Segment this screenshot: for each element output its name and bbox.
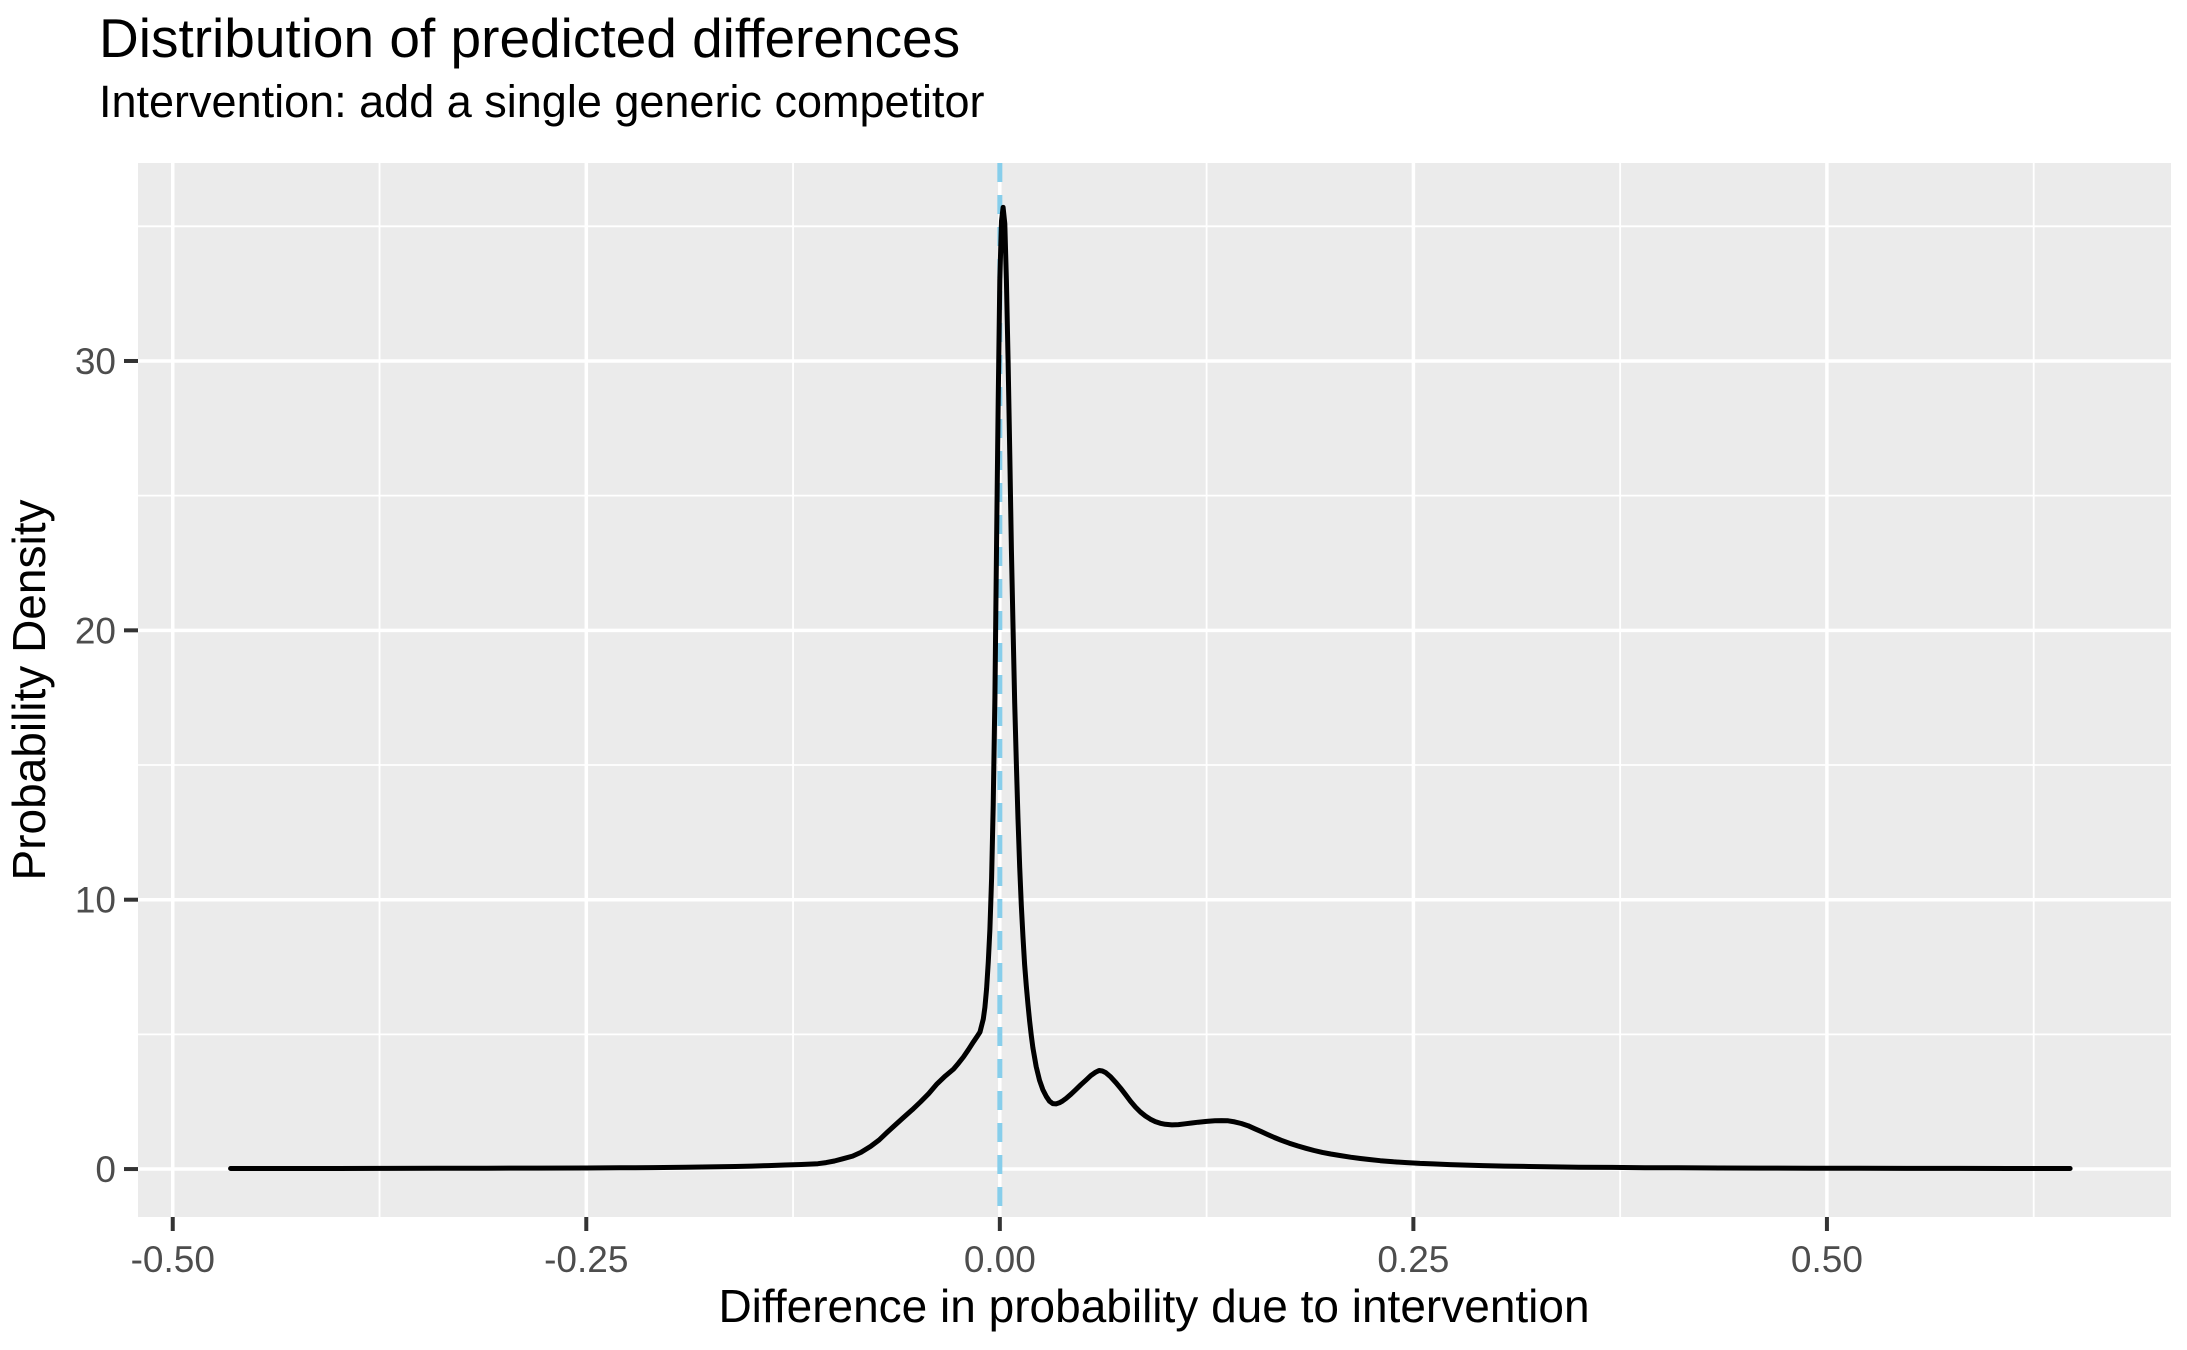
density-curve xyxy=(228,204,2073,1171)
x-axis-tick-label: 0.00 xyxy=(964,1239,1036,1280)
x-axis-title: Difference in probability due to interve… xyxy=(718,1280,1589,1332)
y-axis-tick-label: 20 xyxy=(75,610,116,651)
x-axis-tick-label: 0.50 xyxy=(1791,1239,1863,1280)
y-axis-tick-label: 30 xyxy=(75,341,116,382)
x-axis-tick-label: -0.50 xyxy=(131,1239,215,1280)
panel-background xyxy=(138,163,2171,1217)
y-axis-tick-labels: 0 10 20 30 xyxy=(75,341,116,1190)
gridlines-major xyxy=(138,163,2171,1217)
plot-title: Distribution of predicted differences xyxy=(99,7,960,69)
plot-subtitle: Intervention: add a single generic compe… xyxy=(99,76,985,127)
axis-tick-marks xyxy=(124,358,1829,1231)
y-axis-title: Probability Density xyxy=(3,500,55,881)
x-axis-tick-label: 0.25 xyxy=(1377,1239,1449,1280)
x-axis-tick-label: -0.25 xyxy=(544,1239,628,1280)
y-axis-tick-label: 0 xyxy=(95,1149,116,1190)
gridlines-minor xyxy=(138,163,2171,1217)
y-axis-tick-label: 10 xyxy=(75,880,116,921)
x-axis-tick-labels: -0.50 -0.25 0.00 0.25 0.50 xyxy=(131,1239,1863,1280)
